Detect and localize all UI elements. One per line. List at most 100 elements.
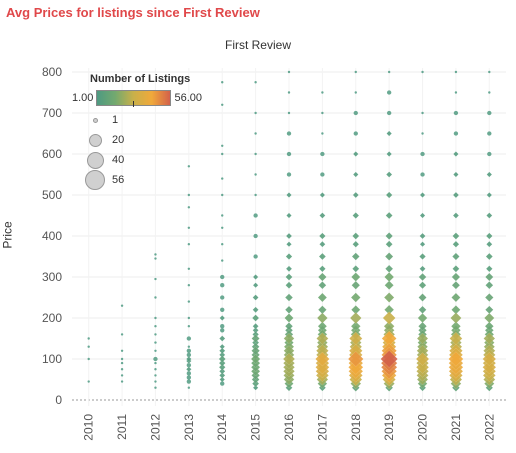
data-point [154, 386, 157, 389]
data-point [452, 212, 460, 219]
data-point [316, 312, 328, 324]
data-point [352, 171, 359, 178]
data-point [287, 91, 291, 94]
data-point [319, 241, 326, 248]
data-point [186, 336, 192, 341]
data-point [254, 132, 257, 135]
data-point [482, 360, 497, 375]
data-point [352, 265, 360, 273]
color-legend-max: 56.00 [174, 92, 202, 104]
data-point [415, 352, 430, 366]
data-point [421, 70, 424, 74]
data-point [421, 132, 424, 135]
data-point [347, 351, 364, 367]
data-point [154, 296, 157, 299]
data-point [285, 232, 293, 240]
size-legend-circle [88, 133, 102, 147]
data-point [120, 361, 124, 365]
data-point [187, 206, 191, 209]
data-point [154, 333, 157, 336]
data-point [384, 280, 394, 290]
data-point [317, 292, 328, 303]
data-point [452, 240, 460, 248]
data-point [287, 111, 291, 115]
data-point [282, 352, 296, 366]
data-point [87, 345, 90, 348]
x-tick-label: 2019 [382, 414, 396, 441]
series-2012 [153, 253, 158, 389]
data-point [316, 332, 329, 345]
data-point [221, 243, 224, 246]
data-point [320, 151, 325, 157]
data-point [120, 380, 124, 383]
data-point [284, 293, 294, 302]
data-point [187, 325, 191, 328]
data-point [452, 252, 460, 261]
data-point [187, 267, 191, 270]
data-point [154, 316, 157, 320]
data-point [348, 359, 364, 375]
y-tick-label: 200 [42, 311, 62, 325]
data-point [421, 111, 424, 115]
x-tick-label: 2017 [315, 414, 329, 441]
data-point [385, 211, 393, 220]
data-point [417, 312, 428, 324]
x-tick-label: 2018 [349, 414, 363, 441]
data-point [453, 131, 459, 136]
data-point [486, 241, 493, 248]
data-point [252, 384, 259, 391]
data-point [187, 284, 191, 287]
data-point [186, 348, 192, 353]
data-point [252, 306, 259, 313]
legend: Number of Listings 1.00 56.00 1 20 40 56 [72, 73, 202, 190]
series-2016 [282, 70, 296, 392]
data-point [418, 293, 427, 302]
data-point [418, 305, 427, 314]
size-legend-item: 1 [84, 110, 202, 130]
data-point [287, 70, 291, 74]
data-point [254, 193, 257, 197]
x-tick-label: 2016 [282, 414, 296, 441]
data-point [220, 295, 225, 300]
data-point [354, 91, 357, 94]
series-2010 [87, 337, 90, 383]
data-point [154, 341, 157, 344]
x-axis-ticks: 2010 2011 2012 2013 2014 2015 2016 2017 2018 2019… [82, 414, 497, 441]
data-point [254, 81, 257, 84]
data-point [485, 281, 494, 290]
data-point [220, 381, 225, 386]
size-legend-item: 56 [84, 170, 202, 190]
data-point [284, 322, 294, 331]
data-point [482, 352, 497, 366]
data-point [419, 232, 426, 240]
data-point [321, 111, 324, 115]
data-point [318, 281, 327, 290]
data-point [186, 379, 192, 384]
data-point [250, 354, 261, 364]
x-tick-label: 2020 [416, 414, 430, 441]
data-point [221, 177, 224, 180]
data-point [454, 91, 458, 94]
series-2011 [120, 304, 124, 383]
data-point [185, 356, 192, 362]
x-tick-label: 2012 [148, 414, 162, 441]
data-point [485, 305, 494, 315]
data-point [186, 375, 192, 380]
data-point [385, 171, 393, 178]
y-axis-ticks: 0 100 200 300 400 500 600 700 800 [42, 65, 62, 407]
data-point [318, 232, 326, 240]
data-point [254, 111, 257, 115]
y-tick-label: 400 [42, 229, 62, 243]
x-tick-label: 2014 [215, 414, 229, 441]
y-tick-label: 600 [42, 147, 62, 161]
data-point [154, 277, 157, 281]
data-point [419, 241, 426, 248]
data-point [185, 366, 192, 373]
data-point [485, 265, 493, 273]
data-point [483, 332, 496, 345]
data-point [352, 212, 360, 219]
data-point [353, 110, 358, 116]
series-2018 [347, 70, 364, 392]
data-point [485, 272, 494, 282]
data-point [448, 351, 464, 367]
